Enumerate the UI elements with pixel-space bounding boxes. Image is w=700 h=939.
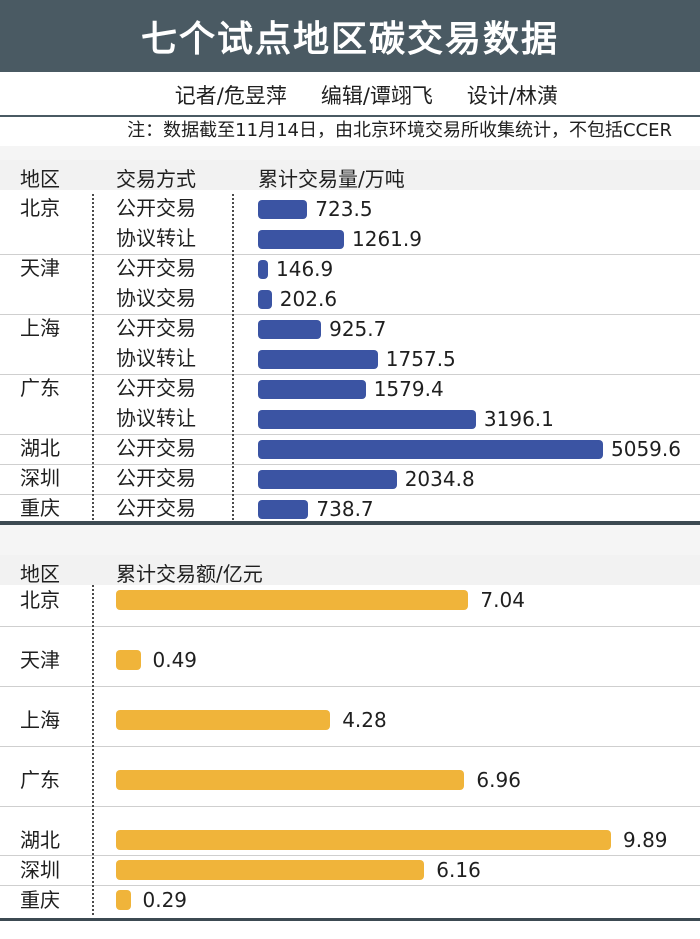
value-header-measure: 累计交易额/亿元 <box>116 562 263 586</box>
volume-value-label: 202.6 <box>279 287 338 311</box>
volume-value-label: 723.5 <box>315 197 373 221</box>
method-label: 公开交易 <box>116 196 196 220</box>
method-label: 公开交易 <box>116 256 196 280</box>
row-separator <box>0 855 700 856</box>
column-divider <box>92 194 94 524</box>
credit-designer: 设计/林潢 <box>466 84 558 108</box>
region-label: 北京 <box>20 196 60 220</box>
credit-editor: 编辑/谭翊飞 <box>320 84 433 108</box>
volume-bar <box>258 290 272 309</box>
method-label: 协议转让 <box>116 406 196 430</box>
row-separator <box>0 434 700 435</box>
row-separator <box>0 626 700 627</box>
value-value-label: 0.29 <box>142 888 188 912</box>
volume-value-label: 3196.1 <box>483 407 554 431</box>
volume-bar <box>258 380 366 399</box>
region-label: 天津 <box>20 256 60 280</box>
row-separator <box>0 494 700 495</box>
section-gap <box>0 525 700 555</box>
column-divider <box>232 194 234 524</box>
volume-bar <box>258 440 603 459</box>
volume-value-label: 1579.4 <box>373 377 444 401</box>
value-bar <box>116 770 465 790</box>
volume-table-header: 地区 交易方式 累计交易量/万吨 <box>0 160 700 191</box>
volume-bar <box>258 470 397 489</box>
chart-title: 七个试点地区碳交易数据 <box>0 0 700 72</box>
volume-value-label: 146.9 <box>276 257 334 281</box>
value-bar <box>116 860 425 880</box>
region-label: 湖北 <box>20 828 60 852</box>
volume-bar <box>258 200 308 219</box>
value-bar <box>116 650 141 670</box>
value-table-header: 地区 累计交易额/亿元 <box>0 555 700 586</box>
value-bar <box>116 710 331 730</box>
value-bar <box>116 890 131 910</box>
method-label: 公开交易 <box>116 316 196 340</box>
row-separator <box>0 806 700 807</box>
volume-value-label: 1757.5 <box>385 347 456 371</box>
method-label: 公开交易 <box>116 376 196 400</box>
credits: 记者/危昱萍 编辑/谭翊飞 设计/林潢 <box>0 78 700 112</box>
volume-value-label: 925.7 <box>329 317 387 341</box>
region-label: 北京 <box>20 588 60 612</box>
volume-bottom-rule <box>0 521 700 525</box>
method-label: 协议交易 <box>116 286 196 310</box>
value-header-region: 地区 <box>20 562 60 586</box>
region-label: 天津 <box>20 648 60 672</box>
region-label: 湖北 <box>20 436 60 460</box>
volume-bar <box>258 350 378 369</box>
value-bar <box>116 830 611 850</box>
region-label: 广东 <box>20 768 60 792</box>
method-label: 公开交易 <box>116 466 196 490</box>
method-label: 协议转让 <box>116 346 196 370</box>
row-separator <box>0 254 700 255</box>
value-value-label: 6.16 <box>436 858 481 882</box>
row-separator <box>0 686 700 687</box>
method-label: 公开交易 <box>116 496 196 520</box>
volume-value-label: 5059.6 <box>611 437 681 461</box>
volume-header-measure: 累计交易量/万吨 <box>258 167 405 191</box>
column-divider <box>92 585 94 915</box>
volume-value-label: 2034.8 <box>404 467 475 491</box>
credits-divider <box>0 115 700 117</box>
method-label: 协议转让 <box>116 226 196 250</box>
row-separator <box>0 746 700 747</box>
value-value-label: 4.28 <box>342 708 387 732</box>
value-value-label: 0.49 <box>152 648 198 672</box>
region-label: 上海 <box>20 316 60 340</box>
volume-value-label: 738.7 <box>316 497 374 521</box>
region-label: 深圳 <box>20 858 60 882</box>
credit-reporter: 记者/危昱萍 <box>174 84 287 108</box>
region-label: 广东 <box>20 376 60 400</box>
spacer-band <box>0 146 700 160</box>
row-separator <box>0 314 700 315</box>
value-bar <box>116 590 469 610</box>
volume-bar <box>258 260 268 279</box>
row-separator <box>0 374 700 375</box>
source-note: 注：数据截至11月14日，由北京环境交易所收集统计，不包括CCER <box>127 120 672 141</box>
row-separator <box>0 464 700 465</box>
value-value-label: 7.04 <box>480 588 525 612</box>
method-label: 公开交易 <box>116 436 196 460</box>
region-label: 重庆 <box>20 888 60 912</box>
row-separator <box>0 885 700 886</box>
volume-bar <box>258 410 476 429</box>
region-label: 上海 <box>20 708 60 732</box>
region-label: 深圳 <box>20 466 60 490</box>
value-bottom-rule <box>0 918 700 921</box>
value-value-label: 6.96 <box>476 768 521 792</box>
value-value-label: 9.89 <box>623 828 668 852</box>
volume-bar <box>258 500 309 519</box>
volume-header-region: 地区 <box>20 167 60 191</box>
volume-header-method: 交易方式 <box>116 167 196 191</box>
volume-value-label: 1261.9 <box>352 227 422 251</box>
region-label: 重庆 <box>20 496 60 520</box>
volume-bar <box>258 230 344 249</box>
volume-bar <box>258 320 322 339</box>
